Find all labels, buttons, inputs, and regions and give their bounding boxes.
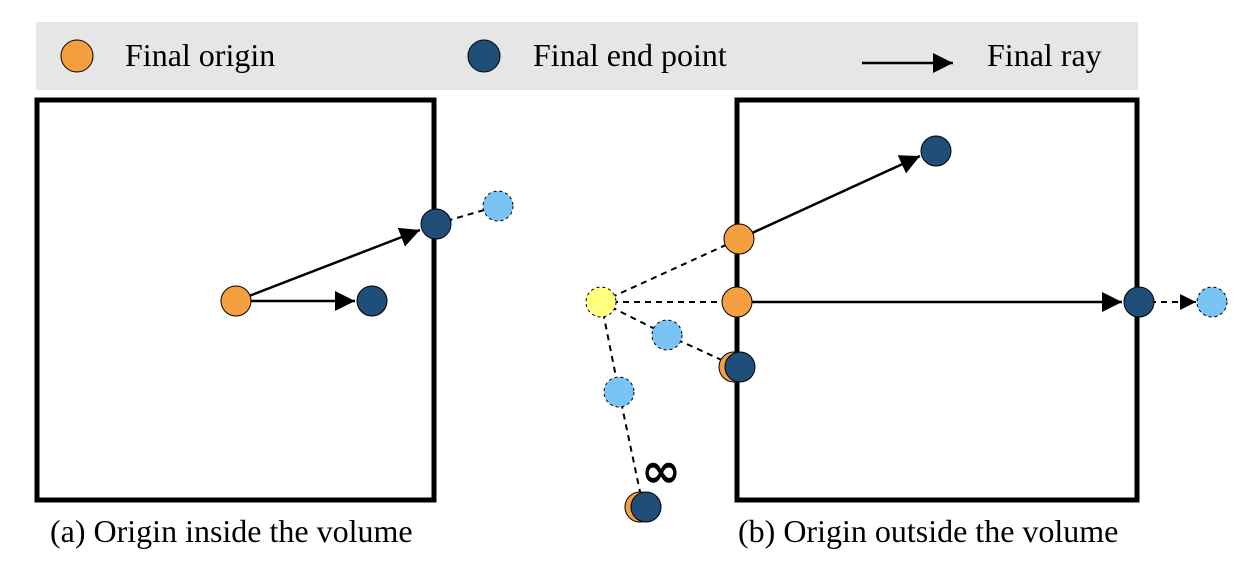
panel-a-volume	[34, 97, 437, 503]
panel-a-end-point-inside	[356, 285, 388, 317]
panel-b-end-point-middle	[1123, 286, 1155, 318]
panel-b-end-point-upper	[920, 135, 952, 167]
panel-a-caption: (a) Origin inside the volume	[50, 513, 413, 549]
panel-b-intermediate-point-1	[651, 319, 683, 351]
panel-b-ray-upper	[738, 154, 921, 241]
panel-a-origin-point	[220, 285, 252, 317]
panel-a: (a) Origin inside the volume	[34, 97, 514, 549]
panel-b-dashed-ray-up	[600, 238, 740, 303]
legend-origin-marker	[60, 39, 94, 73]
panel-b: ∞ (b) Origin outside the volume	[585, 97, 1228, 549]
panel-b-camera-point	[585, 286, 617, 318]
panel-b-origin-upper	[723, 223, 755, 255]
panel-b-intermediate-point-2	[603, 376, 635, 408]
panel-b-end-point-lower	[724, 351, 756, 383]
panel-b-origin-middle	[721, 286, 753, 318]
legend-background	[36, 22, 1138, 90]
panel-a-end-point-boundary	[420, 208, 452, 240]
panel-a-intermediate-point	[482, 190, 514, 222]
legend-end-point-label: Final end point	[533, 37, 727, 73]
panel-b-intermediate-point-3	[1196, 286, 1228, 318]
panel-a-ray-to-boundary	[235, 227, 421, 303]
legend-end-point-marker	[467, 39, 501, 73]
legend-origin-label: Final origin	[125, 37, 275, 73]
legend: Final origin Final end point Final ray	[36, 22, 1138, 90]
panel-b-infinity-label: ∞	[641, 443, 681, 499]
panel-b-caption: (b) Origin outside the volume	[738, 513, 1118, 549]
panel-b-dashed-ray-steep-b	[618, 391, 644, 507]
panel-b-end-point-infinity	[630, 491, 662, 523]
legend-ray-label: Final ray	[987, 37, 1102, 73]
